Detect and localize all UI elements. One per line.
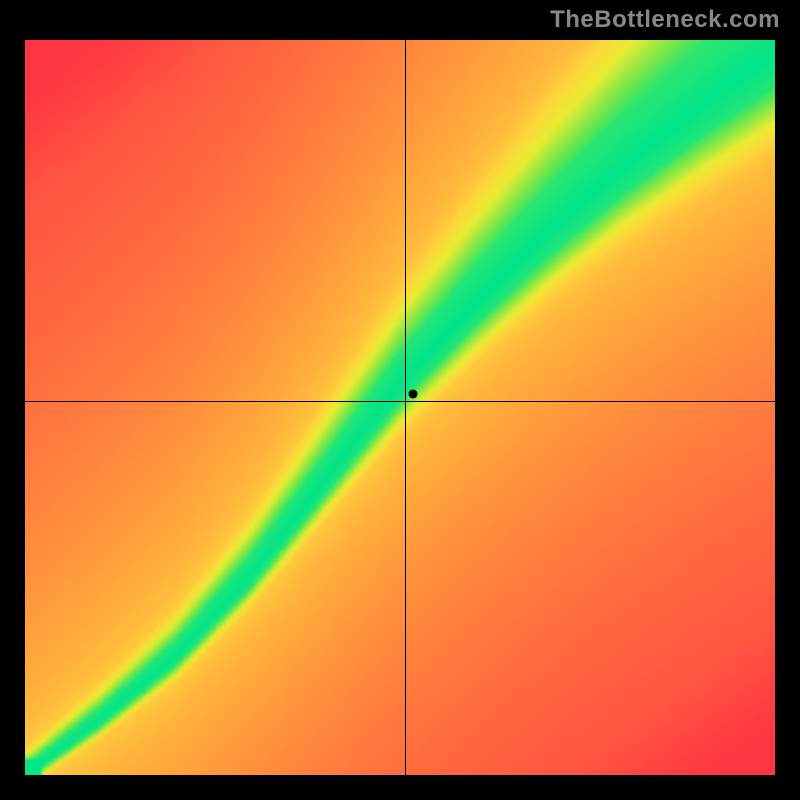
crosshair-horizontal [25, 401, 775, 402]
chart-frame: TheBottleneck.com [0, 0, 800, 800]
plot-area [25, 40, 775, 775]
crosshair-vertical [405, 40, 406, 775]
watermark-text: TheBottleneck.com [550, 6, 780, 34]
selection-marker [408, 389, 417, 398]
bottleneck-heatmap [25, 40, 775, 775]
